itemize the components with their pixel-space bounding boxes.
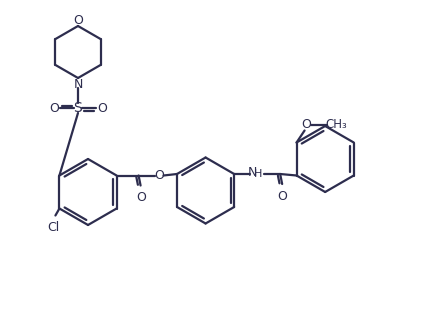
Text: O: O bbox=[73, 13, 83, 26]
Text: N: N bbox=[248, 166, 257, 179]
Text: N: N bbox=[73, 77, 83, 91]
Text: CH₃: CH₃ bbox=[326, 118, 347, 131]
Text: S: S bbox=[73, 101, 83, 115]
Text: O: O bbox=[155, 169, 165, 182]
Text: H: H bbox=[254, 169, 262, 179]
Text: O: O bbox=[302, 118, 311, 131]
Text: O: O bbox=[137, 191, 146, 204]
Text: Cl: Cl bbox=[47, 221, 60, 234]
Text: O: O bbox=[49, 101, 59, 114]
Text: O: O bbox=[97, 101, 107, 114]
Text: O: O bbox=[277, 189, 287, 202]
